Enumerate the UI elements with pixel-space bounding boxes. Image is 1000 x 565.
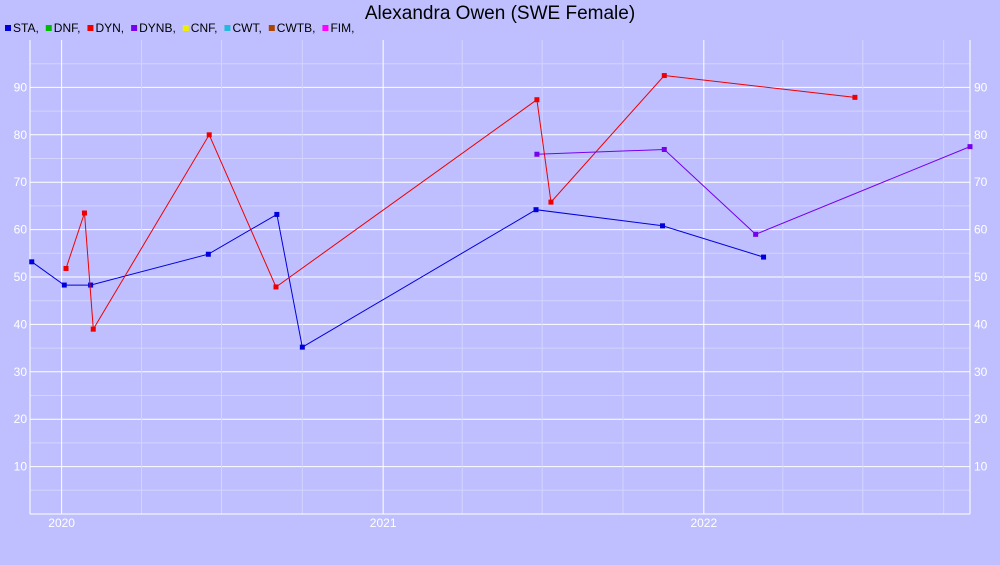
y-tick-label-left: 80 — [14, 128, 28, 142]
data-point-dyn — [273, 284, 279, 290]
series-layer — [29, 73, 973, 350]
data-point-dyn — [63, 265, 69, 271]
data-point-dyn — [90, 326, 96, 332]
legend: STA, DNF, DYN, DYNB, CNF, CWT, CWTB, FIM, — [5, 21, 354, 35]
data-point-sta — [61, 282, 67, 288]
y-tick-label-right: 20 — [974, 412, 988, 426]
y-tick-label-left: 50 — [14, 270, 28, 284]
series-line-dyn — [65, 74, 855, 331]
data-point-sta — [88, 282, 94, 288]
series-line-dynb — [536, 146, 971, 235]
y-tick-label-right: 40 — [974, 317, 988, 331]
data-point-dyn — [81, 210, 87, 216]
x-tick-label: 2020 — [48, 516, 75, 530]
legend-swatch — [224, 25, 231, 31]
y-tick-label-right: 30 — [974, 365, 988, 379]
y-tick-label-left: 30 — [14, 365, 28, 379]
chart-title: Alexandra Owen (SWE Female) — [365, 3, 635, 24]
legend-label: STA, — [13, 21, 39, 35]
legend-label: DYN, — [95, 21, 124, 35]
y-tick-label-left: 60 — [14, 223, 28, 237]
y-tick-label-left: 10 — [14, 460, 28, 474]
y-tick-label-right: 90 — [974, 80, 988, 94]
data-point-sta — [299, 344, 305, 350]
data-point-sta — [205, 251, 211, 257]
legend-swatch — [5, 25, 11, 31]
x-tick-label: 2022 — [690, 516, 717, 530]
data-point-dyn — [548, 199, 554, 205]
legend-swatch — [131, 25, 138, 31]
legend-label: DNF, — [54, 21, 81, 35]
data-point-sta — [761, 254, 767, 260]
data-point-sta — [660, 223, 666, 229]
data-point-dyn — [206, 132, 212, 138]
y-tick-label-left: 20 — [14, 412, 28, 426]
legend-swatch — [322, 25, 329, 31]
data-point-dynb — [753, 231, 759, 237]
y-tick-label-right: 70 — [974, 175, 988, 189]
data-point-sta — [274, 211, 280, 217]
y-tick-label-right: 60 — [974, 223, 988, 237]
y-tick-label-left: 90 — [14, 80, 28, 94]
legend-label: CWT, — [232, 21, 261, 35]
y-tick-label-left: 40 — [14, 317, 28, 331]
data-point-dyn — [534, 97, 540, 103]
legend-swatch — [182, 25, 189, 31]
legend-label: CWTB, — [277, 21, 316, 35]
y-tick-label-left: 70 — [14, 175, 28, 189]
data-point-dynb — [967, 144, 973, 150]
y-tick-label-right: 10 — [974, 460, 988, 474]
legend-label: FIM, — [330, 21, 354, 35]
legend-swatch — [268, 25, 275, 31]
x-tick-label: 2021 — [370, 516, 397, 530]
data-point-dynb — [661, 146, 667, 152]
legend-label: DYNB, — [139, 21, 176, 35]
data-point-dynb — [534, 151, 540, 157]
legend-label: CNF, — [191, 21, 218, 35]
y-tick-label-right: 50 — [974, 270, 988, 284]
data-point-sta — [533, 207, 539, 213]
grid — [30, 40, 970, 514]
data-point-dyn — [852, 94, 858, 100]
legend-swatch — [87, 25, 94, 31]
legend-swatch — [45, 25, 52, 31]
data-point-dyn — [661, 73, 667, 79]
y-tick-label-right: 80 — [974, 128, 988, 142]
data-point-sta — [29, 259, 35, 265]
